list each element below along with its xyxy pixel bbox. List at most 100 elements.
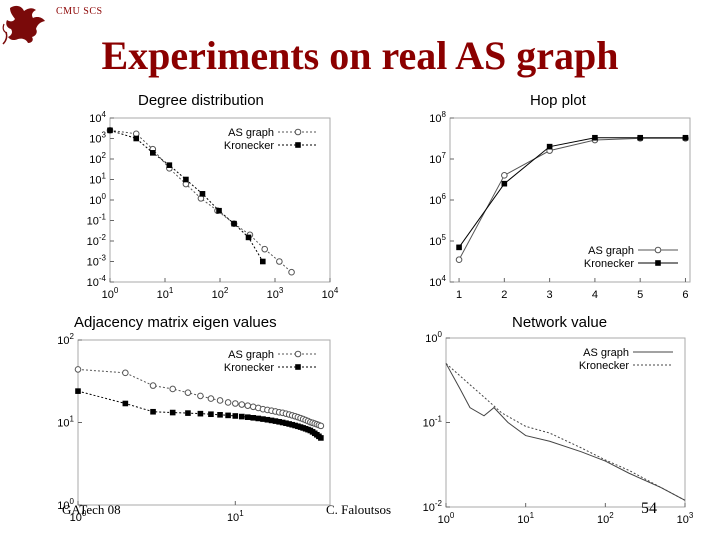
- legend-marker: [294, 350, 302, 358]
- x-tick-label: 103: [677, 511, 694, 526]
- chart-title-hop: Hop plot: [530, 92, 586, 109]
- x-tick-label: 103: [267, 286, 284, 301]
- data-point: [264, 416, 271, 423]
- x-tick-label: 102: [597, 511, 614, 526]
- data-point: [259, 258, 266, 265]
- data-point: [169, 385, 177, 393]
- data-point: [501, 172, 508, 179]
- data-point: [289, 421, 295, 428]
- data-point: [283, 420, 289, 427]
- data-point: [286, 421, 292, 427]
- x-tick-label: 100: [70, 509, 87, 524]
- y-tick-label: 107: [429, 151, 446, 166]
- data-point: [260, 416, 266, 422]
- y-tick-label: 10-2: [423, 499, 443, 514]
- data-point: [197, 392, 204, 400]
- data-point: [250, 415, 257, 421]
- data-point: [318, 435, 324, 441]
- data-point: [208, 411, 214, 418]
- y-tick-label: 101: [89, 172, 106, 187]
- data-point: [231, 400, 239, 407]
- chart-title-degree: Degree distribution: [138, 92, 264, 109]
- x-tick-label: 4: [592, 289, 598, 301]
- data-point: [166, 162, 173, 168]
- legend-marker: [654, 246, 662, 254]
- data-point: [261, 245, 269, 253]
- data-point: [276, 418, 282, 425]
- y-tick-label: 106: [429, 192, 446, 207]
- legend-label: Kronecker: [224, 140, 274, 152]
- x-tick-label: 6: [682, 289, 688, 301]
- x-tick-label: 101: [227, 509, 244, 524]
- y-tick-label: 100: [89, 192, 106, 207]
- chart-title-eigen: Adjacency matrix eigen values: [74, 314, 277, 331]
- y-tick-label: 10-1: [423, 415, 443, 430]
- x-tick-label: 1: [456, 289, 462, 301]
- x-tick-label: 2: [501, 289, 507, 301]
- series-line: [77, 368, 322, 427]
- data-point: [183, 176, 189, 183]
- data-point: [185, 410, 191, 416]
- y-tick-label: 102: [89, 151, 106, 166]
- series-line: [445, 363, 686, 501]
- cmu-logo: [2, 5, 46, 45]
- data-point: [224, 399, 232, 406]
- slide-title: Experiments on real AS graph: [101, 33, 619, 78]
- data-point: [288, 268, 295, 276]
- legend-label: AS graph: [228, 127, 274, 139]
- data-point: [268, 417, 275, 424]
- y-tick-label: 108: [429, 110, 446, 125]
- y-tick-label: 102: [57, 332, 74, 347]
- data-point: [74, 366, 82, 373]
- x-tick-label: 104: [322, 286, 339, 301]
- legend-label: Kronecker: [224, 362, 274, 374]
- x-tick-label: 101: [157, 286, 174, 301]
- series-line: [109, 129, 292, 273]
- series-line: [458, 137, 686, 248]
- y-tick-label: 103: [89, 131, 106, 146]
- data-point: [255, 415, 262, 422]
- data-point: [456, 244, 462, 251]
- data-point: [239, 413, 245, 420]
- data-point: [682, 134, 689, 141]
- data-point: [272, 418, 279, 424]
- data-point: [217, 411, 223, 418]
- legend-label: Kronecker: [579, 360, 629, 372]
- data-point: [216, 207, 222, 214]
- data-point: [122, 400, 129, 407]
- y-tick-label: 10-2: [87, 233, 107, 248]
- y-tick-label: 10-3: [87, 254, 107, 269]
- y-tick-label: 101: [57, 415, 74, 430]
- legend-marker: [295, 142, 301, 148]
- x-tick-label: 101: [517, 511, 534, 526]
- data-point: [122, 369, 129, 377]
- data-point: [169, 409, 176, 416]
- data-point: [238, 401, 246, 408]
- data-point: [133, 135, 140, 142]
- data-point: [149, 382, 157, 389]
- data-point: [455, 256, 463, 263]
- x-tick-label: 3: [547, 289, 553, 301]
- org-label: CMU SCS: [56, 6, 103, 17]
- page-number: 54: [641, 500, 657, 517]
- data-point: [317, 422, 325, 430]
- legend-label: Kronecker: [584, 258, 634, 270]
- x-tick-label: 5: [637, 289, 643, 301]
- data-point: [232, 413, 239, 419]
- data-point: [637, 134, 643, 141]
- chart-title-network: Network value: [512, 314, 608, 331]
- data-point: [107, 127, 113, 134]
- legend-label: AS graph: [583, 347, 629, 359]
- data-point: [149, 150, 156, 156]
- x-tick-label: 100: [102, 286, 119, 301]
- data-point: [546, 143, 553, 150]
- legend-marker: [294, 128, 302, 136]
- x-tick-label: 102: [212, 286, 229, 301]
- data-point: [199, 191, 206, 197]
- y-tick-label: 104: [429, 274, 446, 289]
- data-point: [279, 419, 286, 426]
- y-tick-label: 105: [429, 233, 446, 248]
